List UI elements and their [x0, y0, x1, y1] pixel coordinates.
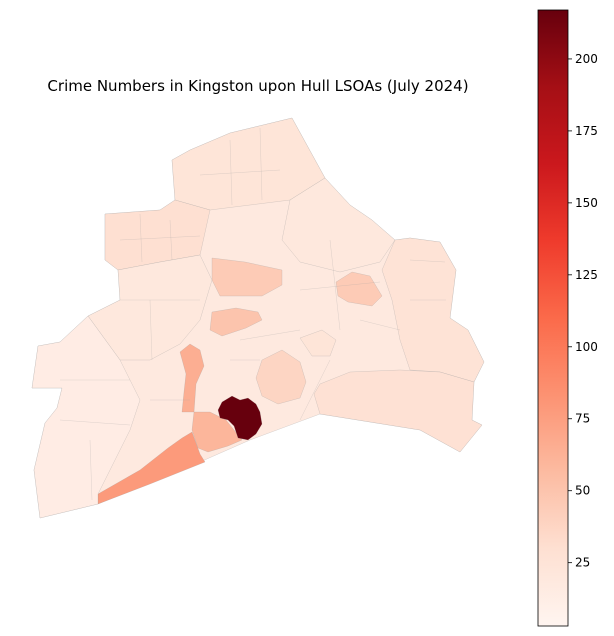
- colorbar-ticks: 25 50 75 100 125 150 175 200: [568, 52, 598, 570]
- lsoa-east-central-small: [299, 329, 337, 357]
- lsoa-central-south: [191, 411, 243, 453]
- colorbar-tick-label: 100: [575, 340, 598, 354]
- colorbar-tick-label: 200: [575, 52, 598, 66]
- colorbar-tick-label: 150: [575, 196, 598, 210]
- lsoa-map: [31, 117, 485, 519]
- lsoa-north-east: [281, 177, 396, 273]
- colorbar: 25 50 75 100 125 150 175 200: [537, 9, 598, 627]
- lsoa-central-west-corridor: [179, 343, 205, 413]
- lsoa-city-centre-hotspot: [217, 395, 263, 441]
- lsoa-north-area: [171, 117, 326, 211]
- lsoa-east-cluster-north: [335, 271, 383, 307]
- lsoa-west-area: [87, 254, 213, 361]
- colorbar-tick-label: 125: [575, 268, 598, 282]
- colorbar-gradient: [537, 9, 569, 627]
- lsoa-east-central-block: [255, 349, 307, 405]
- colorbar-tick-label: 175: [575, 124, 598, 138]
- lsoa-east-riverside: [313, 369, 483, 453]
- colorbar-tick-label: 75: [575, 412, 590, 426]
- lsoa-hessle-road-riverside: [97, 431, 206, 505]
- lsoa-boundaries: [59, 127, 446, 501]
- lsoa-north-central-block: [211, 257, 283, 297]
- lsoa-east-outer: [381, 237, 485, 383]
- lsoa-central-block: [209, 307, 263, 337]
- colorbar-tick-label: 50: [575, 484, 590, 498]
- lsoa-outer-west: [31, 315, 141, 519]
- colorbar-tick-label: 25: [575, 556, 590, 570]
- map-title: Crime Numbers in Kingston upon Hull LSOA…: [47, 77, 468, 95]
